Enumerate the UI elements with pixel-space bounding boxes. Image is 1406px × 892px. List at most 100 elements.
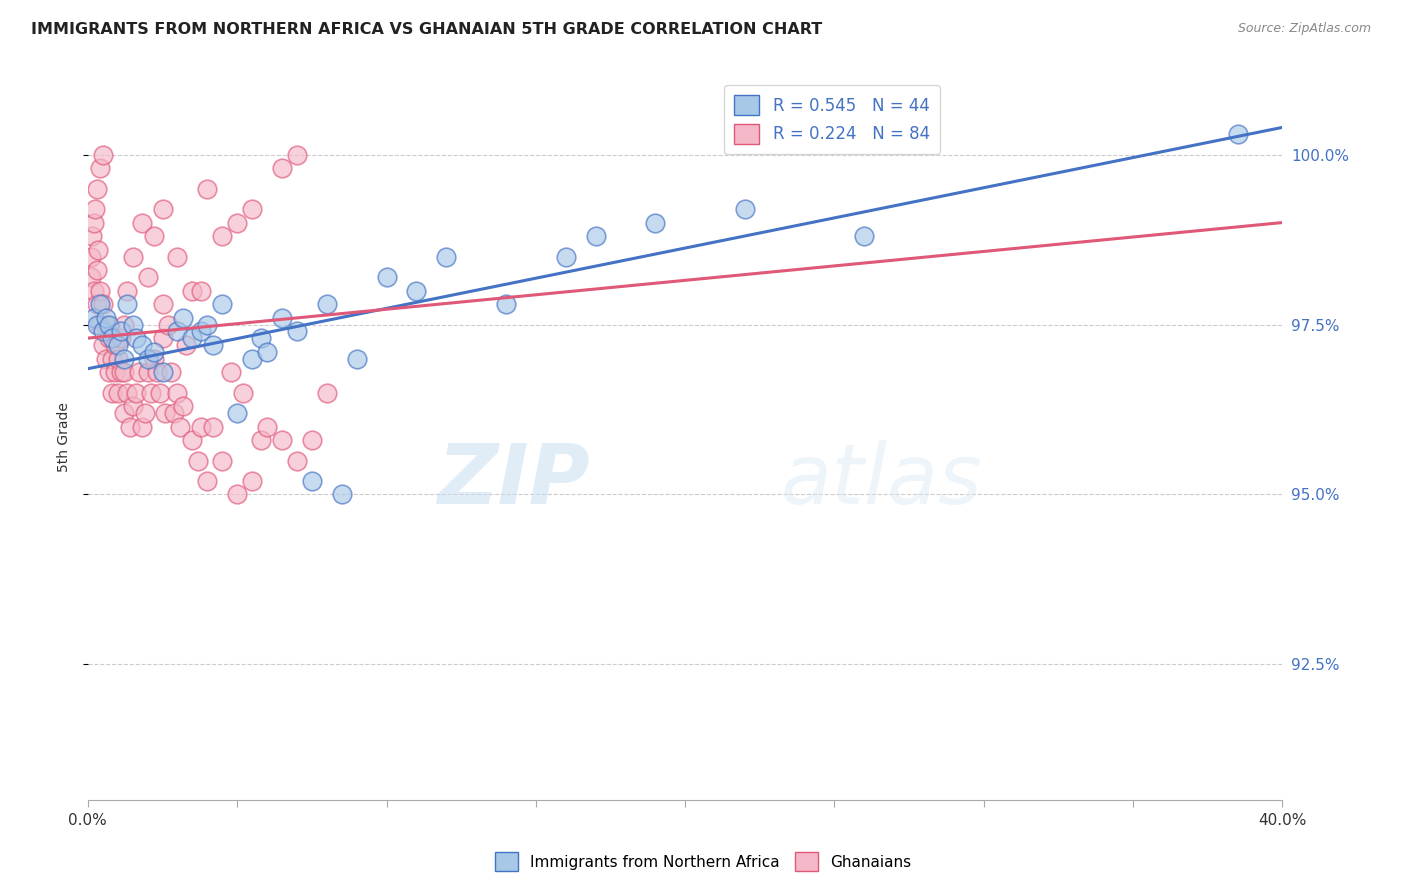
Point (115, 385, 138, 400)
Point (89, 318, 111, 332)
Point (142, 229, 165, 244)
Point (121, 250, 143, 264)
Point (285, 147, 308, 161)
Point (301, 474, 323, 488)
Point (240, 202, 263, 216)
Point (495, 297, 517, 311)
Point (112, 365, 135, 379)
Point (285, 324, 308, 338)
Point (136, 365, 159, 379)
Point (131, 338, 153, 352)
Point (94, 310, 117, 325)
Legend: Immigrants from Northern Africa, Ghanaians: Immigrants from Northern Africa, Ghanaia… (489, 847, 917, 877)
Point (271, 310, 294, 325)
Text: atlas: atlas (780, 440, 983, 521)
Point (166, 250, 188, 264)
Point (152, 202, 174, 216)
Point (86, 181, 108, 195)
Point (734, 202, 756, 216)
Point (112, 406, 135, 420)
Point (82, 229, 104, 244)
Text: Source: ZipAtlas.com: Source: ZipAtlas.com (1237, 22, 1371, 36)
Point (554, 250, 576, 264)
Point (190, 324, 212, 338)
Point (107, 385, 129, 400)
Point (84, 202, 107, 216)
Point (100, 331, 122, 345)
Point (148, 385, 170, 400)
Point (136, 269, 159, 284)
Point (152, 297, 174, 311)
Point (100, 385, 122, 400)
Point (226, 406, 249, 420)
Point (91, 297, 114, 311)
Point (211, 297, 233, 311)
Point (80, 250, 103, 264)
Point (91, 338, 114, 352)
Point (160, 365, 183, 379)
Point (112, 351, 135, 366)
Text: IMMIGRANTS FROM NORTHERN AFRICA VS GHANAIAN 5TH GRADE CORRELATION CHART: IMMIGRANTS FROM NORTHERN AFRICA VS GHANA… (31, 22, 823, 37)
Point (110, 331, 132, 345)
Point (80, 269, 103, 284)
Point (136, 351, 159, 366)
Point (110, 365, 132, 379)
Point (405, 284, 427, 298)
Point (83, 215, 105, 229)
Point (169, 419, 191, 434)
Point (134, 406, 156, 420)
Point (142, 351, 165, 366)
Point (97, 365, 120, 379)
Point (346, 351, 368, 366)
Point (104, 365, 127, 379)
Point (202, 338, 225, 352)
Point (124, 331, 146, 345)
Point (152, 365, 174, 379)
Point (315, 385, 337, 400)
Point (97, 331, 120, 345)
Point (240, 351, 263, 366)
Point (226, 215, 249, 229)
Point (181, 284, 204, 298)
Point (128, 365, 150, 379)
Text: ZIP: ZIP (437, 440, 589, 521)
Point (110, 324, 132, 338)
Point (131, 215, 153, 229)
Point (86, 318, 108, 332)
Point (1226, 127, 1249, 141)
Point (86, 297, 108, 311)
Point (94, 351, 117, 366)
Point (100, 351, 122, 366)
Point (131, 419, 153, 434)
Point (97, 318, 120, 332)
Point (115, 297, 138, 311)
Point (232, 385, 254, 400)
Point (104, 338, 127, 352)
Point (91, 147, 114, 161)
Point (853, 229, 876, 244)
Point (89, 161, 111, 176)
Point (172, 310, 194, 325)
Point (139, 385, 162, 400)
Legend: R = 0.545   N = 44, R = 0.224   N = 84: R = 0.545 N = 44, R = 0.224 N = 84 (724, 85, 939, 154)
Point (142, 344, 165, 359)
Point (115, 284, 138, 298)
Point (87, 243, 110, 257)
Point (315, 297, 337, 311)
Point (226, 487, 249, 501)
Point (83, 310, 105, 325)
Point (176, 338, 198, 352)
Y-axis label: 5th Grade: 5th Grade (58, 401, 72, 472)
Point (187, 453, 209, 467)
Point (121, 318, 143, 332)
Point (330, 487, 353, 501)
Point (181, 331, 204, 345)
Point (152, 331, 174, 345)
Point (89, 284, 111, 298)
Point (585, 229, 607, 244)
Point (121, 399, 143, 413)
Point (157, 318, 180, 332)
Point (172, 399, 194, 413)
Point (91, 324, 114, 338)
Point (271, 433, 294, 447)
